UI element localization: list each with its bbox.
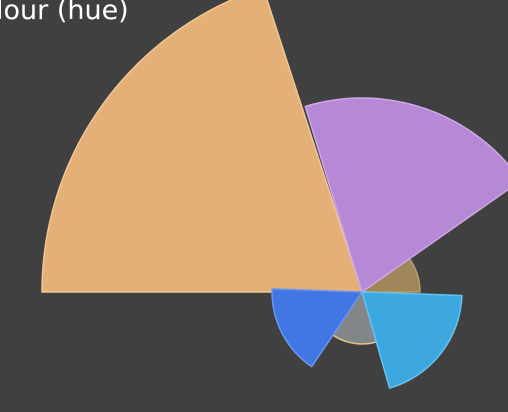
chart-caption: lour (hue): [0, 0, 129, 26]
sector-orange: [41, 0, 363, 293]
sector-purple: [304, 97, 508, 293]
sector-blue: [271, 288, 363, 368]
sector-cyan: [361, 291, 463, 389]
